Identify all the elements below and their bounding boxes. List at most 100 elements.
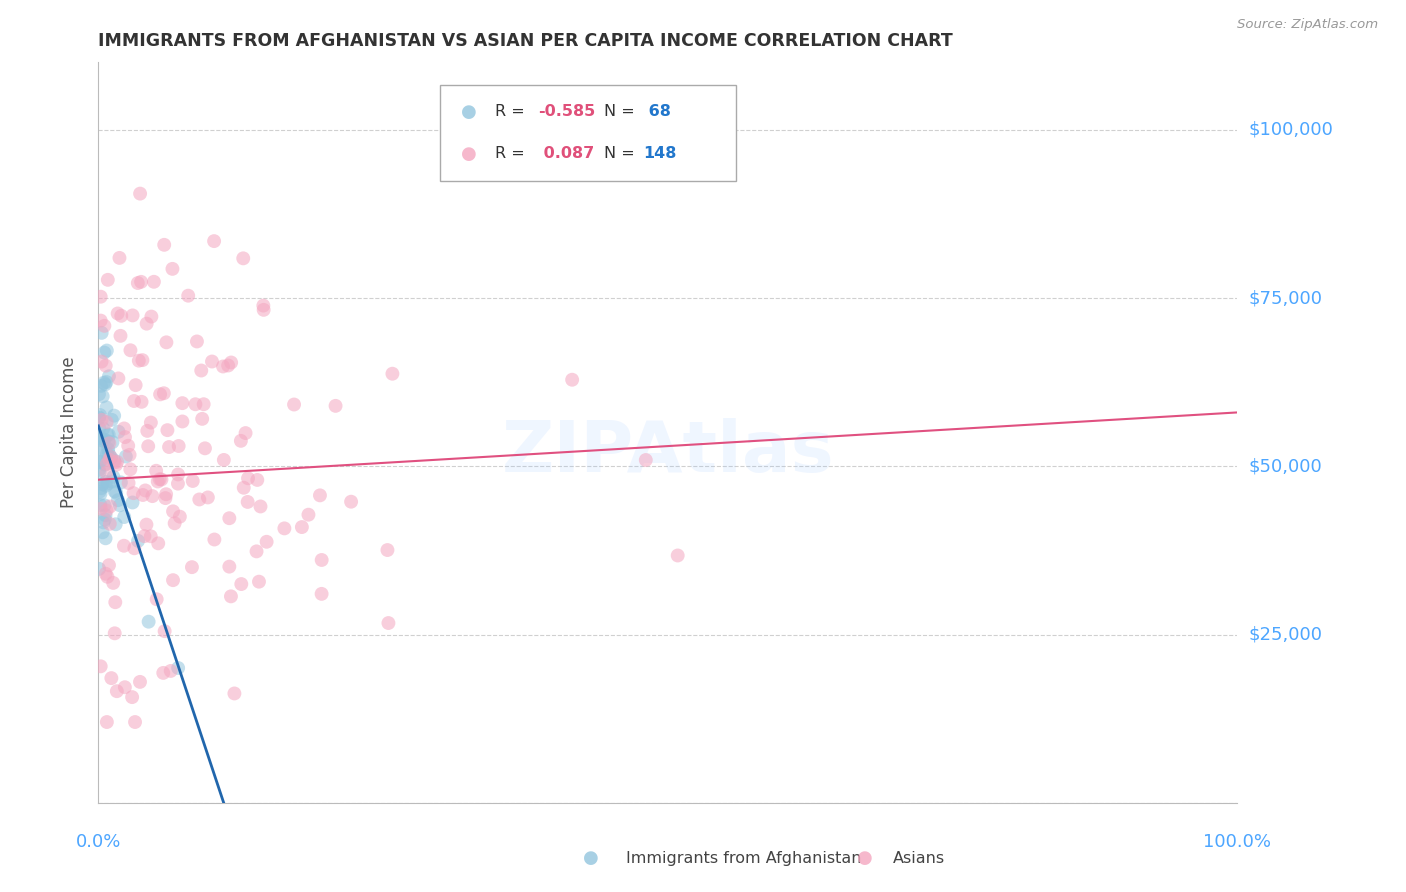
Point <box>110 328 132 343</box>
Point <box>142 275 165 289</box>
Point <box>100 450 122 465</box>
Point <box>127 276 149 290</box>
Point <box>167 661 190 675</box>
Point <box>141 489 163 503</box>
Point <box>93 345 115 359</box>
Point <box>177 288 200 302</box>
Point <box>245 544 267 558</box>
Point <box>134 483 156 498</box>
Point <box>103 409 125 423</box>
Point <box>101 475 124 489</box>
Point <box>153 386 176 401</box>
Text: $50,000: $50,000 <box>1249 458 1322 475</box>
Point <box>97 427 120 442</box>
Point <box>167 439 190 453</box>
Point <box>163 516 186 531</box>
Point <box>181 474 204 488</box>
Point <box>193 397 215 411</box>
Point <box>93 516 115 530</box>
Point <box>202 533 225 547</box>
Point <box>91 477 114 491</box>
Point <box>94 508 117 523</box>
Point <box>139 416 162 430</box>
Point <box>100 450 122 464</box>
Point <box>184 397 207 411</box>
Point <box>93 376 115 390</box>
Point <box>103 575 125 590</box>
Text: R =: R = <box>495 146 530 161</box>
Point <box>89 498 111 512</box>
Point <box>110 475 132 490</box>
Point <box>96 457 118 471</box>
Text: $100,000: $100,000 <box>1249 120 1333 139</box>
Text: ●: ● <box>582 849 599 867</box>
Point <box>136 439 159 453</box>
Point <box>94 478 117 492</box>
Point <box>146 475 169 489</box>
Point <box>87 410 110 425</box>
Point <box>131 394 153 409</box>
Point <box>96 427 118 442</box>
Point <box>89 408 111 422</box>
Point <box>148 536 170 550</box>
Point <box>236 495 259 509</box>
Text: 68: 68 <box>643 104 671 120</box>
Point <box>90 326 112 340</box>
Point <box>94 377 117 392</box>
Point <box>129 674 152 689</box>
Point <box>188 492 211 507</box>
Text: -0.585: -0.585 <box>538 104 595 120</box>
Point <box>108 498 131 512</box>
Point <box>93 434 115 448</box>
Point <box>87 562 110 576</box>
Point <box>120 343 142 358</box>
Point <box>97 476 120 491</box>
Point <box>138 615 160 629</box>
Point <box>89 454 111 468</box>
Point <box>96 447 118 461</box>
Point <box>90 290 112 304</box>
Text: ●: ● <box>461 145 477 163</box>
Point <box>172 396 194 410</box>
Point <box>121 309 143 323</box>
Point <box>135 517 157 532</box>
Point <box>105 485 128 500</box>
Point <box>112 539 135 553</box>
Point <box>283 397 305 411</box>
Point <box>122 394 145 409</box>
Point <box>311 587 333 601</box>
Point <box>124 541 146 556</box>
Point <box>253 302 276 317</box>
Point <box>291 520 314 534</box>
Point <box>103 453 125 467</box>
Point <box>169 509 191 524</box>
Point <box>101 435 124 450</box>
Point <box>104 595 127 609</box>
Point <box>104 484 127 499</box>
Point <box>145 464 167 478</box>
Point <box>297 508 319 522</box>
Point <box>100 413 122 427</box>
Point <box>98 452 121 467</box>
Text: ●: ● <box>461 103 477 120</box>
Point <box>96 401 118 415</box>
Point <box>236 471 259 485</box>
Text: ●: ● <box>856 849 873 867</box>
Text: ZIPAtlas: ZIPAtlas <box>502 418 834 487</box>
Point <box>132 488 155 502</box>
Point <box>218 559 240 574</box>
Point <box>232 481 254 495</box>
Point <box>181 560 204 574</box>
Point <box>381 367 404 381</box>
Point <box>98 369 121 384</box>
Point <box>155 335 177 350</box>
Text: 0.087: 0.087 <box>538 146 595 161</box>
Point <box>311 553 333 567</box>
Point <box>93 318 115 333</box>
Point <box>191 412 214 426</box>
Point <box>134 529 156 543</box>
Point <box>100 671 122 685</box>
Point <box>98 436 121 450</box>
Point <box>105 684 128 698</box>
Point <box>150 473 173 487</box>
